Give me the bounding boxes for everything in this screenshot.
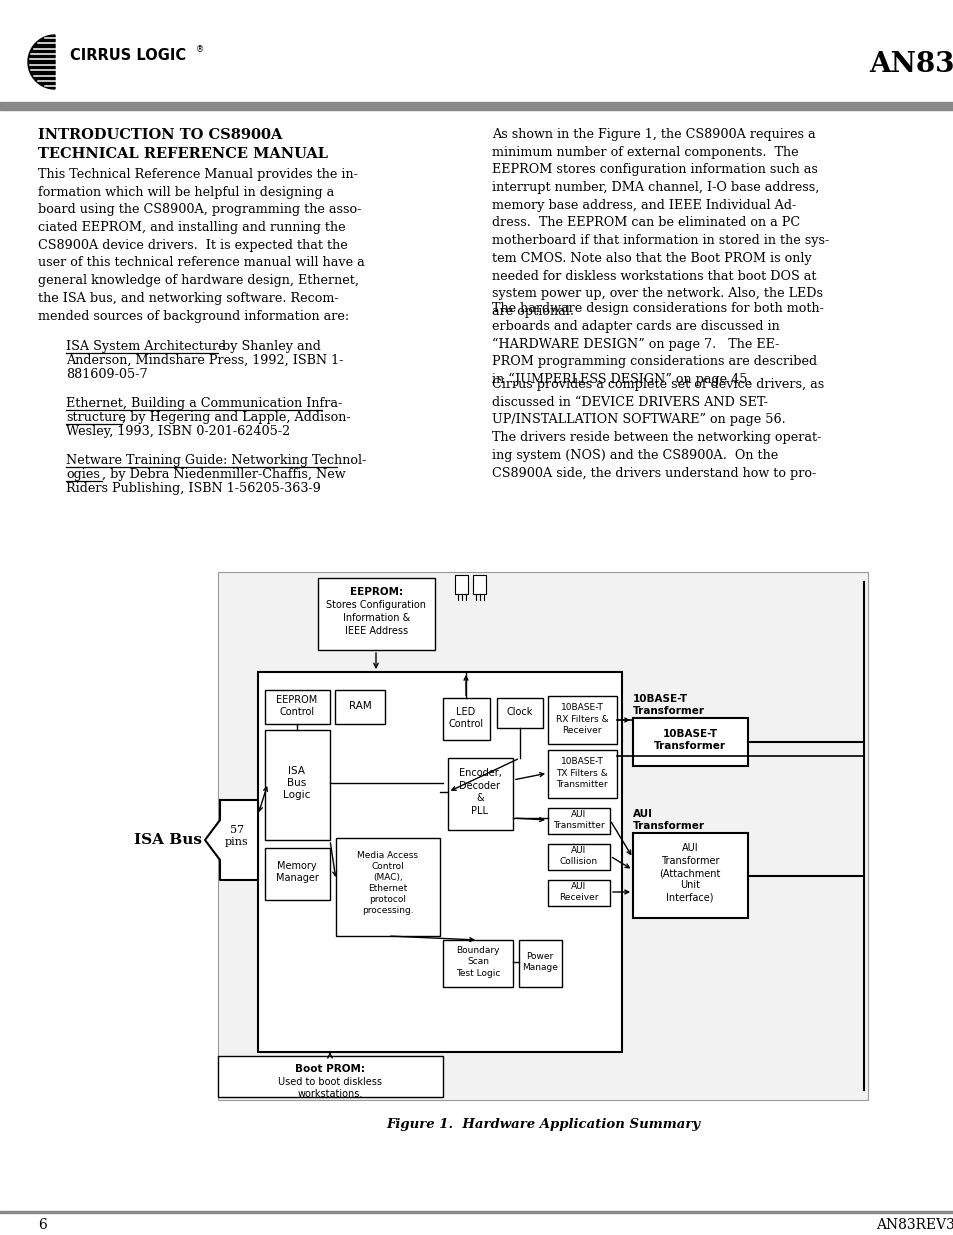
Bar bbox=[218, 1056, 442, 1097]
Text: AUI
Transformer
(Attachment
Unit
Interface): AUI Transformer (Attachment Unit Interfa… bbox=[659, 844, 720, 903]
Bar bbox=[473, 576, 485, 594]
Text: Figure 1.  Hardware Application Summary: Figure 1. Hardware Application Summary bbox=[386, 1118, 700, 1131]
Text: EEPROM
Control: EEPROM Control bbox=[276, 695, 317, 718]
Text: 57
pins: 57 pins bbox=[225, 825, 249, 847]
Text: AUI
Transformer: AUI Transformer bbox=[633, 809, 704, 831]
Bar bbox=[633, 718, 747, 766]
Text: 10BASE-T
TX Filters &
Transmitter: 10BASE-T TX Filters & Transmitter bbox=[556, 757, 607, 789]
Bar bbox=[265, 848, 330, 900]
Text: , by Hegering and Lapple, Addison-: , by Hegering and Lapple, Addison- bbox=[122, 411, 351, 424]
Text: Encoder,
Decoder
&
PLL: Encoder, Decoder & PLL bbox=[458, 768, 501, 815]
Bar bbox=[257, 672, 621, 1052]
Text: ISA Bus: ISA Bus bbox=[133, 832, 202, 847]
Text: TECHNICAL REFERENCE MANUAL: TECHNICAL REFERENCE MANUAL bbox=[38, 147, 328, 161]
Bar bbox=[547, 808, 609, 834]
Polygon shape bbox=[205, 800, 257, 881]
Text: by Shanley and: by Shanley and bbox=[218, 340, 320, 353]
Bar bbox=[547, 881, 609, 906]
Text: Power
Manage: Power Manage bbox=[521, 952, 558, 972]
Bar bbox=[0, 103, 953, 110]
Bar bbox=[0, 1212, 953, 1213]
Text: AN83REV3: AN83REV3 bbox=[876, 1218, 953, 1233]
Bar bbox=[547, 844, 609, 869]
Text: AUI
Collision: AUI Collision bbox=[559, 846, 598, 866]
Text: , by Debra Niedenmiller-Chaffis, New: , by Debra Niedenmiller-Chaffis, New bbox=[102, 468, 345, 482]
Bar bbox=[335, 690, 385, 724]
Text: 10BASE-T
RX Filters &
Receiver: 10BASE-T RX Filters & Receiver bbox=[555, 704, 608, 735]
Text: 10BASE-T
Transformer: 10BASE-T Transformer bbox=[654, 729, 725, 751]
Text: ISA
Bus
Logic: ISA Bus Logic bbox=[283, 766, 311, 800]
Text: Memory
Manager: Memory Manager bbox=[275, 861, 318, 883]
Bar bbox=[265, 690, 330, 724]
Text: Anderson, Mindshare Press, 1992, ISBN 1-: Anderson, Mindshare Press, 1992, ISBN 1- bbox=[66, 354, 343, 367]
Text: LED
Control: LED Control bbox=[448, 706, 483, 729]
Polygon shape bbox=[28, 35, 55, 89]
Text: Media Access
Control
(MAC),
Ethernet
protocol
processing.: Media Access Control (MAC), Ethernet pro… bbox=[357, 851, 418, 915]
Text: Ethernet, Building a Communication Infra-: Ethernet, Building a Communication Infra… bbox=[66, 396, 342, 410]
Bar bbox=[218, 572, 867, 1100]
Bar bbox=[317, 578, 435, 650]
Text: INTRODUCTION TO CS8900A: INTRODUCTION TO CS8900A bbox=[38, 128, 282, 142]
Text: This Technical Reference Manual provides the in-
formation which will be helpful: This Technical Reference Manual provides… bbox=[38, 168, 364, 322]
Bar bbox=[518, 940, 561, 987]
Bar bbox=[335, 839, 439, 936]
Text: structure: structure bbox=[66, 411, 126, 424]
Text: AN83: AN83 bbox=[868, 51, 953, 78]
Text: ®: ® bbox=[195, 44, 204, 54]
Text: As shown in the Figure 1, the CS8900A requires a
minimum number of external comp: As shown in the Figure 1, the CS8900A re… bbox=[492, 128, 828, 317]
Text: Used to boot diskless
workstations.: Used to boot diskless workstations. bbox=[277, 1077, 381, 1099]
Text: Boundary
Scan
Test Logic: Boundary Scan Test Logic bbox=[456, 946, 499, 978]
Bar bbox=[442, 698, 490, 740]
Bar bbox=[448, 758, 513, 830]
Text: RAM: RAM bbox=[348, 701, 371, 711]
Text: Boot PROM:: Boot PROM: bbox=[294, 1065, 365, 1074]
Text: ogies: ogies bbox=[66, 468, 100, 482]
Text: 10BASE-T
Transformer: 10BASE-T Transformer bbox=[633, 694, 704, 716]
Bar bbox=[547, 697, 617, 743]
Text: 6: 6 bbox=[38, 1218, 47, 1233]
Text: The hardware design considerations for both moth-
erboards and adapter cards are: The hardware design considerations for b… bbox=[492, 303, 823, 387]
Text: AUI
Transmitter: AUI Transmitter bbox=[553, 810, 604, 830]
Text: EEPROM:: EEPROM: bbox=[350, 587, 402, 597]
Text: CIRRUS LOGIC: CIRRUS LOGIC bbox=[70, 48, 186, 63]
Text: 881609-05-7: 881609-05-7 bbox=[66, 368, 148, 382]
Bar bbox=[442, 940, 513, 987]
Bar bbox=[497, 698, 542, 727]
Bar bbox=[633, 832, 747, 918]
Text: Netware Training Guide: Networking Technol-: Netware Training Guide: Networking Techn… bbox=[66, 454, 366, 467]
Bar bbox=[265, 730, 330, 840]
Text: AUI
Receiver: AUI Receiver bbox=[558, 882, 598, 902]
Text: Stores Configuration
Information &
IEEE Address: Stores Configuration Information & IEEE … bbox=[326, 600, 426, 636]
Text: Cirrus provides a complete set of device drivers, as
discussed in “DEVICE DRIVER: Cirrus provides a complete set of device… bbox=[492, 378, 823, 479]
Text: ISA System Architecture: ISA System Architecture bbox=[66, 340, 226, 353]
Bar bbox=[547, 750, 617, 798]
Bar bbox=[455, 576, 468, 594]
Text: Clock: Clock bbox=[506, 706, 533, 718]
Text: Riders Publishing, ISBN 1-56205-363-9: Riders Publishing, ISBN 1-56205-363-9 bbox=[66, 483, 320, 495]
Text: Wesley, 1993, ISBN 0-201-62405-2: Wesley, 1993, ISBN 0-201-62405-2 bbox=[66, 425, 290, 438]
